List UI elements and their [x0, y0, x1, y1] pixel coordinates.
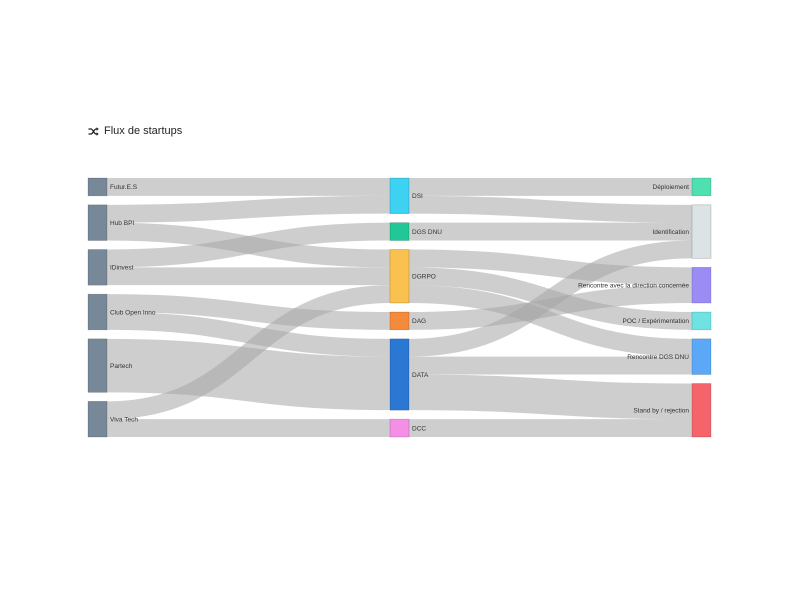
- node-label-standby: Stand by / rejection: [633, 408, 689, 415]
- node-rencontredir: [691, 267, 712, 304]
- node-clubopen: [87, 293, 108, 331]
- node-label-dgrpo: DGRPO: [412, 274, 436, 281]
- node-label-data: DATA: [412, 372, 429, 379]
- node-label-clubopen: Club Open Inno: [110, 309, 156, 316]
- sankey-links: [106, 178, 693, 437]
- node-dag: [389, 311, 410, 331]
- node-partech: [87, 338, 108, 393]
- link-dgrpo-rencontredir: [408, 249, 693, 286]
- node-label-idinvest: IDinvest: [110, 265, 134, 272]
- node-standby: [691, 383, 712, 438]
- link-vivatech-dgrpo: [106, 285, 391, 420]
- chart-title-row: Flux de startups: [88, 122, 182, 140]
- node-rencontredgs: [691, 338, 712, 375]
- sankey-labels: Futur.E.S Hub BPI IDinvest Club Open Inno Pa…: [110, 184, 689, 432]
- link-data-standby: [408, 374, 693, 420]
- node-identification: [691, 204, 712, 259]
- node-hubbpi: [87, 204, 108, 241]
- sankey-nodes: [87, 177, 712, 438]
- node-dsi: [389, 177, 410, 214]
- node-data: [389, 338, 410, 411]
- node-label-vivatech: Viva Tech: [110, 416, 138, 423]
- node-dcc: [389, 418, 410, 438]
- link-dsi-identification: [408, 195, 693, 223]
- node-label-identification: Identification: [653, 229, 690, 236]
- link-clubopen-data: [106, 312, 391, 357]
- node-label-partech: Partech: [110, 363, 133, 370]
- link-idinvest-dgsdnu: [106, 222, 391, 268]
- node-label-rencontredgs: Rencontre DGS DNU: [627, 354, 689, 361]
- link-partech-data: [106, 338, 391, 411]
- node-label-dgsdnu: DGS DNU: [412, 229, 442, 236]
- node-label-futures: Futur.E.S: [110, 184, 138, 191]
- link-clubopen-dag: [106, 294, 391, 330]
- node-label-poc: POC / Expérimentation: [623, 318, 690, 325]
- node-dgsdnu: [389, 222, 410, 241]
- shuffle-icon: [88, 126, 99, 136]
- chart-title: Flux de startups: [104, 125, 183, 137]
- node-futures: [87, 177, 108, 197]
- node-label-hubbpi: Hub BPI: [110, 220, 134, 227]
- node-label-dag: DAG: [412, 318, 426, 325]
- node-label-dsi: DSI: [412, 193, 423, 200]
- node-label-rencontredir: Rencontre avec la direction concernée: [578, 282, 689, 289]
- node-label-dcc: DCC: [412, 425, 426, 432]
- node-vivatech: [87, 401, 108, 438]
- node-idinvest: [87, 249, 108, 286]
- node-label-deploiement: Déploiement: [653, 184, 690, 191]
- link-hubbpi-dsi: [106, 195, 391, 223]
- link-dgrpo-rencontredgs: [408, 285, 693, 357]
- node-dgrpo: [389, 249, 410, 304]
- node-deploiement: [691, 177, 712, 197]
- node-poc: [691, 311, 712, 331]
- link-data-identification: [408, 240, 693, 357]
